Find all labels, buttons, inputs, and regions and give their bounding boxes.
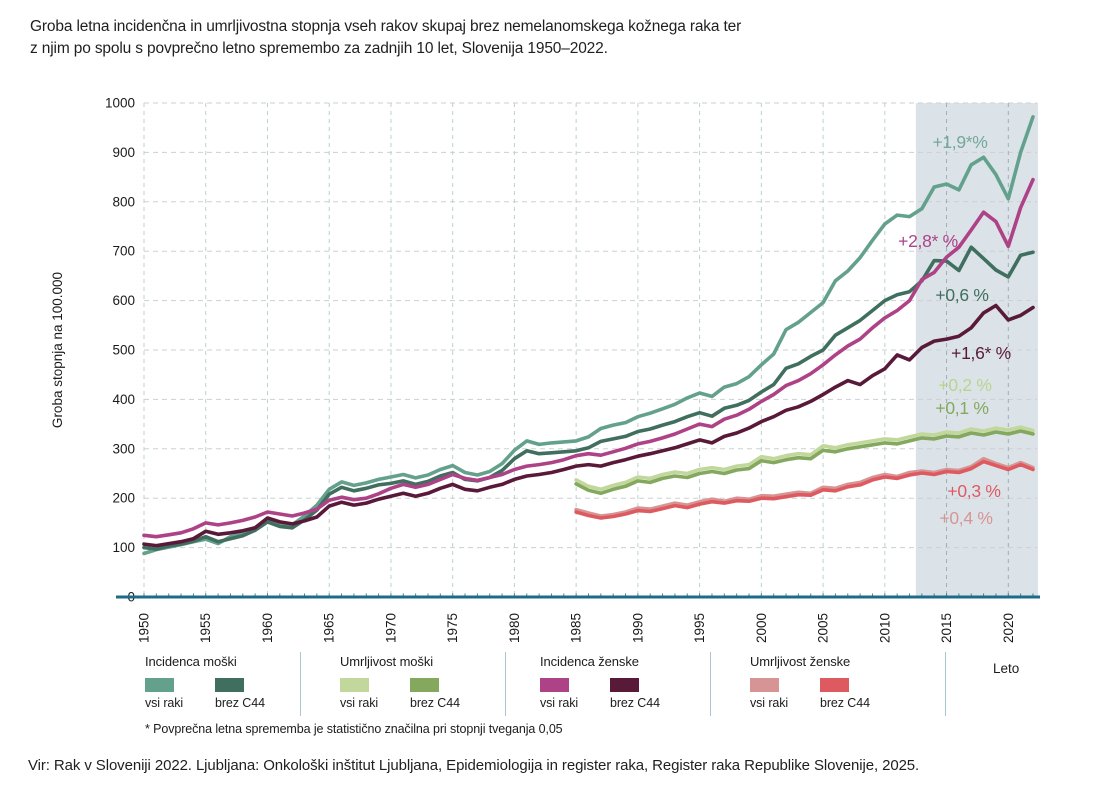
x-tick-label: 2015 bbox=[939, 613, 954, 643]
legend-swatch bbox=[610, 678, 639, 692]
legend-item-label: brez C44 bbox=[215, 696, 265, 710]
legend-item: brez C44 bbox=[410, 678, 480, 710]
x-axis-title: Leto bbox=[993, 661, 1020, 676]
legend-swatch bbox=[540, 678, 569, 692]
y-tick-label: 800 bbox=[112, 194, 135, 209]
y-tick-label: 400 bbox=[112, 392, 135, 407]
trend-annotation: +0,4 % bbox=[939, 508, 992, 528]
trend-annotation: +1,9*% bbox=[932, 132, 987, 152]
x-tick-label: 1950 bbox=[137, 613, 152, 643]
x-tick-label: 1975 bbox=[445, 613, 460, 643]
x-tick-label: 1995 bbox=[692, 613, 707, 643]
legend-swatch bbox=[820, 678, 849, 692]
legend-item: vsi raki bbox=[750, 678, 820, 710]
legend-item-label: brez C44 bbox=[820, 696, 870, 710]
series-line-umrljivost-zenske-brez-c44 bbox=[574, 459, 1035, 520]
legend-items-row: vsi raki brez C44 bbox=[750, 678, 890, 710]
trend-annotation: +0,1 % bbox=[935, 398, 988, 418]
series-line-umrljivost-zenske-vsi-raki bbox=[574, 456, 1035, 518]
legend-group-title: Umrljivost ženske bbox=[750, 654, 851, 669]
legend-item: brez C44 bbox=[610, 678, 680, 710]
y-tick-label: 100 bbox=[112, 540, 135, 555]
x-tick-label: 1970 bbox=[383, 613, 398, 643]
legend-items-row: vsi raki brez C44 bbox=[540, 678, 680, 710]
legend-item-label: vsi raki bbox=[540, 696, 579, 710]
y-tick-label: 600 bbox=[112, 293, 135, 308]
legend-swatch bbox=[750, 678, 779, 692]
legend-divider bbox=[945, 652, 946, 716]
legend-group-title: Umrljivost moški bbox=[340, 654, 434, 669]
x-tick-label: 1985 bbox=[569, 613, 584, 643]
series-line-incidenca-moski-brez-c44 bbox=[142, 245, 1035, 551]
series-line-incidenca-zenske-vsi-raki bbox=[142, 177, 1035, 539]
legend-swatch bbox=[145, 678, 174, 692]
legend-item: vsi raki bbox=[145, 678, 215, 710]
y-tick-label: 1000 bbox=[105, 96, 135, 111]
legend-item-label: vsi raki bbox=[145, 696, 184, 710]
series-line-incidenca-zenske-brez-c44 bbox=[142, 303, 1035, 548]
x-tick-label: 1955 bbox=[198, 613, 213, 643]
legend-item-label: vsi raki bbox=[750, 696, 789, 710]
legend-swatch bbox=[340, 678, 369, 692]
y-tick-label: 900 bbox=[112, 145, 135, 160]
legend-swatch bbox=[215, 678, 244, 692]
series-line-umrljivost-moski-brez-c44 bbox=[574, 429, 1035, 496]
trend-annotation: +0,3 % bbox=[947, 481, 1000, 501]
legend-item-label: brez C44 bbox=[410, 696, 460, 710]
legend-group-umrljivost-enske: Umrljivost ženske vsi raki brez C44 bbox=[750, 654, 890, 710]
series-line-umrljivost-moski-vsi-raki bbox=[574, 425, 1035, 492]
source-citation: Vir: Rak v Sloveniji 2022. Ljubljana: On… bbox=[28, 757, 920, 774]
x-tick-label: 2005 bbox=[816, 613, 831, 643]
x-tick-label: 1990 bbox=[630, 613, 645, 643]
legend-group-incidenca-enske: Incidenca ženske vsi raki brez C44 bbox=[540, 654, 680, 710]
chart-legend: Incidenca moški vsi raki brez C44 Umrljivos… bbox=[0, 650, 1100, 720]
trend-annotation: +0,6 % bbox=[935, 285, 988, 305]
y-tick-label: 200 bbox=[112, 491, 135, 506]
trend-annotation: +2,8* % bbox=[898, 231, 958, 251]
x-tick-label: 2000 bbox=[754, 613, 769, 643]
legend-item-label: vsi raki bbox=[340, 696, 379, 710]
x-tick-label: 1980 bbox=[507, 613, 522, 643]
legend-group-incidenca-mo-ki: Incidenca moški vsi raki brez C44 bbox=[145, 654, 285, 710]
significance-footnote: * Povprečna letna sprememba je statistič… bbox=[145, 722, 563, 736]
x-tick-label: 2020 bbox=[1001, 613, 1016, 643]
y-tick-label: 300 bbox=[112, 441, 135, 456]
legend-group-title: Incidenca ženske bbox=[540, 654, 639, 669]
legend-item: brez C44 bbox=[820, 678, 890, 710]
chart-title-line2: z njim po spolu s povprečno letno spreme… bbox=[30, 40, 608, 57]
x-tick-label: 1960 bbox=[260, 613, 275, 643]
legend-divider bbox=[710, 652, 711, 716]
legend-swatch bbox=[410, 678, 439, 692]
legend-divider bbox=[300, 652, 301, 716]
y-tick-label: 500 bbox=[112, 343, 135, 358]
x-tick-label: 2010 bbox=[877, 613, 892, 643]
legend-group-title: Incidenca moški bbox=[145, 654, 237, 669]
legend-item: brez C44 bbox=[215, 678, 285, 710]
legend-items-row: vsi raki brez C44 bbox=[145, 678, 285, 710]
legend-item: vsi raki bbox=[340, 678, 410, 710]
y-axis-title: Groba stopnja na 100.000 bbox=[50, 272, 65, 428]
chart-title-line1: Groba letna incidenčna in umrljivostna s… bbox=[30, 18, 742, 35]
y-tick-label: 700 bbox=[112, 244, 135, 259]
legend-item-label: brez C44 bbox=[610, 696, 660, 710]
x-tick-label: 1965 bbox=[322, 613, 337, 643]
legend-group-umrljivost-mo-ki: Umrljivost moški vsi raki brez C44 bbox=[340, 654, 480, 710]
legend-items-row: vsi raki brez C44 bbox=[340, 678, 480, 710]
trend-annotation: +1,6* % bbox=[951, 343, 1011, 363]
chart-title: Groba letna incidenčna in umrljivostna s… bbox=[30, 16, 930, 60]
legend-divider bbox=[505, 652, 506, 716]
incidence-mortality-line-chart: Groba stopnja na 100.000 010020030040050… bbox=[50, 96, 1040, 643]
trend-annotation: +0,2 % bbox=[938, 375, 991, 395]
legend-item: vsi raki bbox=[540, 678, 610, 710]
